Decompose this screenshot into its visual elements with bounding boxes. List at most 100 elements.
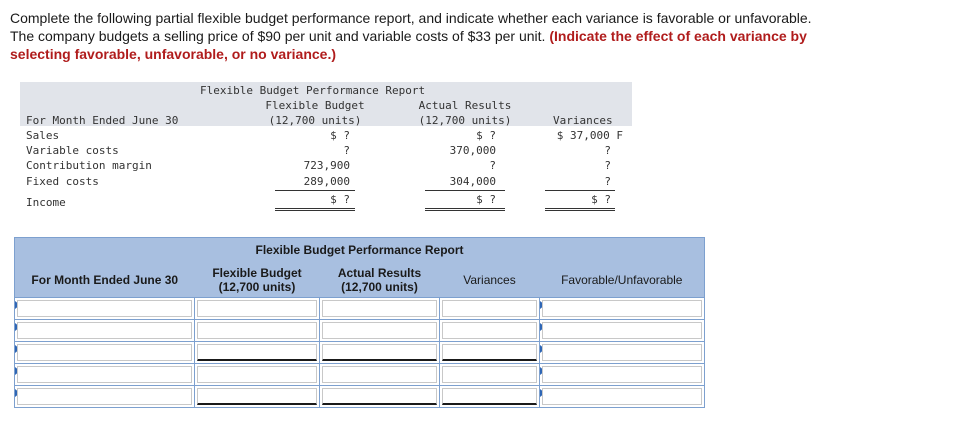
variance-input[interactable] bbox=[442, 344, 537, 361]
given-row-label: Contribution margin bbox=[26, 159, 152, 172]
flex-budget-cell[interactable] bbox=[194, 341, 320, 364]
answer-col-actual-results: Actual Results (12,700 units) bbox=[319, 262, 440, 298]
actual-results-input[interactable] bbox=[322, 344, 437, 361]
favorable-input[interactable] bbox=[542, 300, 703, 317]
variance-input[interactable] bbox=[442, 388, 537, 405]
favorable-input[interactable] bbox=[542, 322, 703, 339]
flex-budget-input[interactable] bbox=[197, 388, 317, 405]
actual-results-cell[interactable] bbox=[319, 385, 440, 408]
actual-results-input[interactable] bbox=[322, 388, 437, 405]
answer-table: Flexible Budget Performance Report For M… bbox=[13, 237, 706, 408]
favorable-select[interactable] bbox=[538, 297, 706, 320]
given-col-actual-line-2: (12,700 units) bbox=[418, 114, 512, 127]
given-row-variance: ? bbox=[604, 175, 611, 188]
given-col-flex-line-1: Flexible Budget bbox=[265, 99, 365, 112]
given-col-variances: Variances bbox=[553, 114, 613, 127]
variance-input[interactable] bbox=[442, 322, 537, 339]
actual-results-cell[interactable] bbox=[319, 341, 440, 364]
variance-cell[interactable] bbox=[439, 341, 540, 364]
given-col-actual-line-1: Actual Results bbox=[418, 99, 512, 112]
actual-results-input[interactable] bbox=[322, 322, 437, 339]
given-double-underline bbox=[275, 210, 355, 211]
row-label-select[interactable] bbox=[14, 363, 195, 386]
favorable-select[interactable] bbox=[538, 385, 706, 408]
label-input[interactable] bbox=[17, 388, 192, 405]
answer-table-title: Flexible Budget Performance Report bbox=[13, 237, 706, 262]
answer-row-5 bbox=[14, 385, 706, 408]
flex-budget-cell[interactable] bbox=[194, 319, 320, 342]
favorable-input[interactable] bbox=[542, 388, 703, 405]
label-input[interactable] bbox=[17, 366, 192, 383]
row-label-select[interactable] bbox=[14, 319, 195, 342]
given-row-actual: $ ? bbox=[476, 129, 496, 142]
instructions-line-3: selecting favorable, unfavorable, or no … bbox=[10, 46, 336, 62]
actual-results-input[interactable] bbox=[322, 366, 437, 383]
given-row-label: Fixed costs bbox=[26, 175, 99, 188]
given-double-underline bbox=[545, 208, 615, 209]
row-label-select[interactable] bbox=[14, 297, 195, 320]
given-double-underline bbox=[425, 208, 505, 209]
instructions-line-2: The company budgets a selling price of $… bbox=[10, 27, 960, 45]
given-row-actual: $ ? bbox=[476, 193, 496, 206]
variance-cell[interactable] bbox=[439, 319, 540, 342]
answer-col-favorable-unfavorable: Favorable/Unfavorable bbox=[539, 262, 706, 298]
label-input[interactable] bbox=[17, 322, 192, 339]
row-label-select[interactable] bbox=[14, 385, 195, 408]
answer-col-flex-line-1: Flexible Budget bbox=[212, 265, 302, 280]
answer-col-flexible-budget: Flexible Budget (12,700 units) bbox=[194, 262, 320, 298]
answer-col-flex-line-2: (12,700 units) bbox=[218, 279, 296, 294]
flex-budget-cell[interactable] bbox=[194, 297, 320, 320]
flex-budget-cell[interactable] bbox=[194, 363, 320, 386]
flex-budget-input[interactable] bbox=[197, 322, 317, 339]
actual-results-cell[interactable] bbox=[319, 363, 440, 386]
given-row-flex: $ ? bbox=[330, 129, 350, 142]
given-underline bbox=[275, 190, 355, 191]
given-period: For Month Ended June 30 bbox=[26, 114, 179, 127]
favorable-select[interactable] bbox=[538, 363, 706, 386]
instructions-emphasis: (Indicate the effect of each variance by bbox=[549, 28, 807, 44]
given-underline bbox=[545, 190, 615, 191]
given-row-variance: $ ? bbox=[591, 193, 611, 206]
given-double-underline bbox=[275, 208, 355, 209]
instructions-line-1: Complete the following partial flexible … bbox=[10, 10, 812, 26]
variance-cell[interactable] bbox=[439, 385, 540, 408]
instructions-plain: The company budgets a selling price of $… bbox=[10, 28, 546, 44]
given-row-label: Variable costs bbox=[26, 144, 119, 157]
given-row-variance: ? bbox=[604, 144, 611, 157]
given-report-header-background bbox=[20, 82, 632, 126]
instructions: Complete the following partial flexible … bbox=[10, 9, 960, 63]
answer-col-actual-line-1: Actual Results bbox=[337, 265, 422, 280]
given-row-actual: 304,000 bbox=[449, 175, 496, 188]
actual-results-input[interactable] bbox=[322, 300, 437, 317]
answer-col-variances: Variances bbox=[439, 262, 540, 298]
given-underline bbox=[425, 190, 505, 191]
given-row-variance: $ 37,000 F bbox=[556, 129, 623, 142]
label-input[interactable] bbox=[17, 344, 192, 361]
answer-row-2 bbox=[14, 319, 706, 342]
given-double-underline bbox=[545, 210, 615, 211]
variance-cell[interactable] bbox=[439, 297, 540, 320]
given-row-flex: 723,900 bbox=[303, 159, 350, 172]
actual-results-cell[interactable] bbox=[319, 297, 440, 320]
given-row-flex: ? bbox=[343, 144, 350, 157]
flex-budget-input[interactable] bbox=[197, 344, 317, 361]
actual-results-cell[interactable] bbox=[319, 319, 440, 342]
favorable-select[interactable] bbox=[538, 341, 706, 364]
flex-budget-input[interactable] bbox=[197, 366, 317, 383]
variance-cell[interactable] bbox=[439, 363, 540, 386]
given-report-title: Flexible Budget Performance Report bbox=[200, 84, 426, 97]
favorable-select[interactable] bbox=[538, 319, 706, 342]
label-input[interactable] bbox=[17, 300, 192, 317]
favorable-input[interactable] bbox=[542, 344, 703, 361]
variance-input[interactable] bbox=[442, 300, 537, 317]
favorable-input[interactable] bbox=[542, 366, 703, 383]
flex-budget-input[interactable] bbox=[197, 300, 317, 317]
given-double-underline bbox=[425, 210, 505, 211]
row-label-select[interactable] bbox=[14, 341, 195, 364]
given-row-flex: 289,000 bbox=[303, 175, 350, 188]
variance-input[interactable] bbox=[442, 366, 537, 383]
given-row-variance: ? bbox=[604, 159, 611, 172]
flex-budget-cell[interactable] bbox=[194, 385, 320, 408]
answer-row-3 bbox=[14, 341, 706, 364]
given-row-label: Sales bbox=[26, 129, 60, 142]
